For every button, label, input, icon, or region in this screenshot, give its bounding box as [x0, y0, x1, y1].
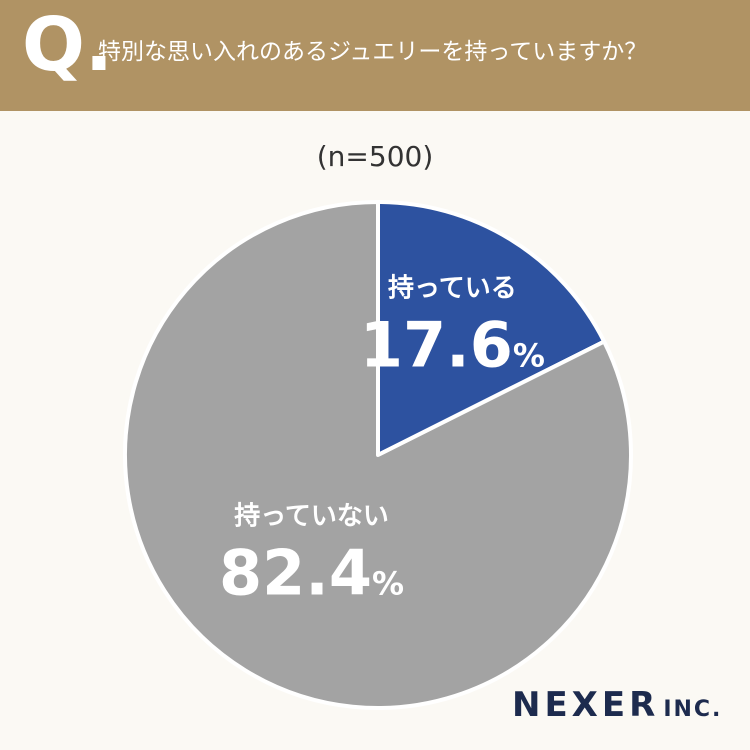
logo-sub-text: INC.: [663, 697, 723, 722]
slice-value-unit-2: %: [372, 565, 404, 603]
slice-value-1: 17.6%: [360, 308, 545, 381]
question-text: 特別な思い入れのあるジュエリーを持っていますか？: [98, 39, 648, 65]
logo-main-text: NEXER: [512, 685, 660, 725]
question-header: Q. 特別な思い入れのあるジュエリーを持っていますか？: [0, 0, 750, 111]
slice-value-number-2: 82.4: [219, 537, 372, 610]
question-mark-letter: Q.: [22, 2, 114, 88]
slice-label-2: 持っていない: [234, 502, 389, 532]
slice-value-2: 82.4%: [219, 537, 404, 610]
slice-value-unit-1: %: [513, 336, 545, 374]
slice-label-1: 持っている: [388, 273, 517, 303]
pie-slice-2: [123, 200, 633, 710]
nexer-logo: NEXER INC.: [512, 688, 722, 722]
slice-value-number-1: 17.6: [360, 308, 513, 381]
sample-size-label: (n=500): [316, 140, 434, 173]
pie-slice-1: [376, 200, 607, 457]
